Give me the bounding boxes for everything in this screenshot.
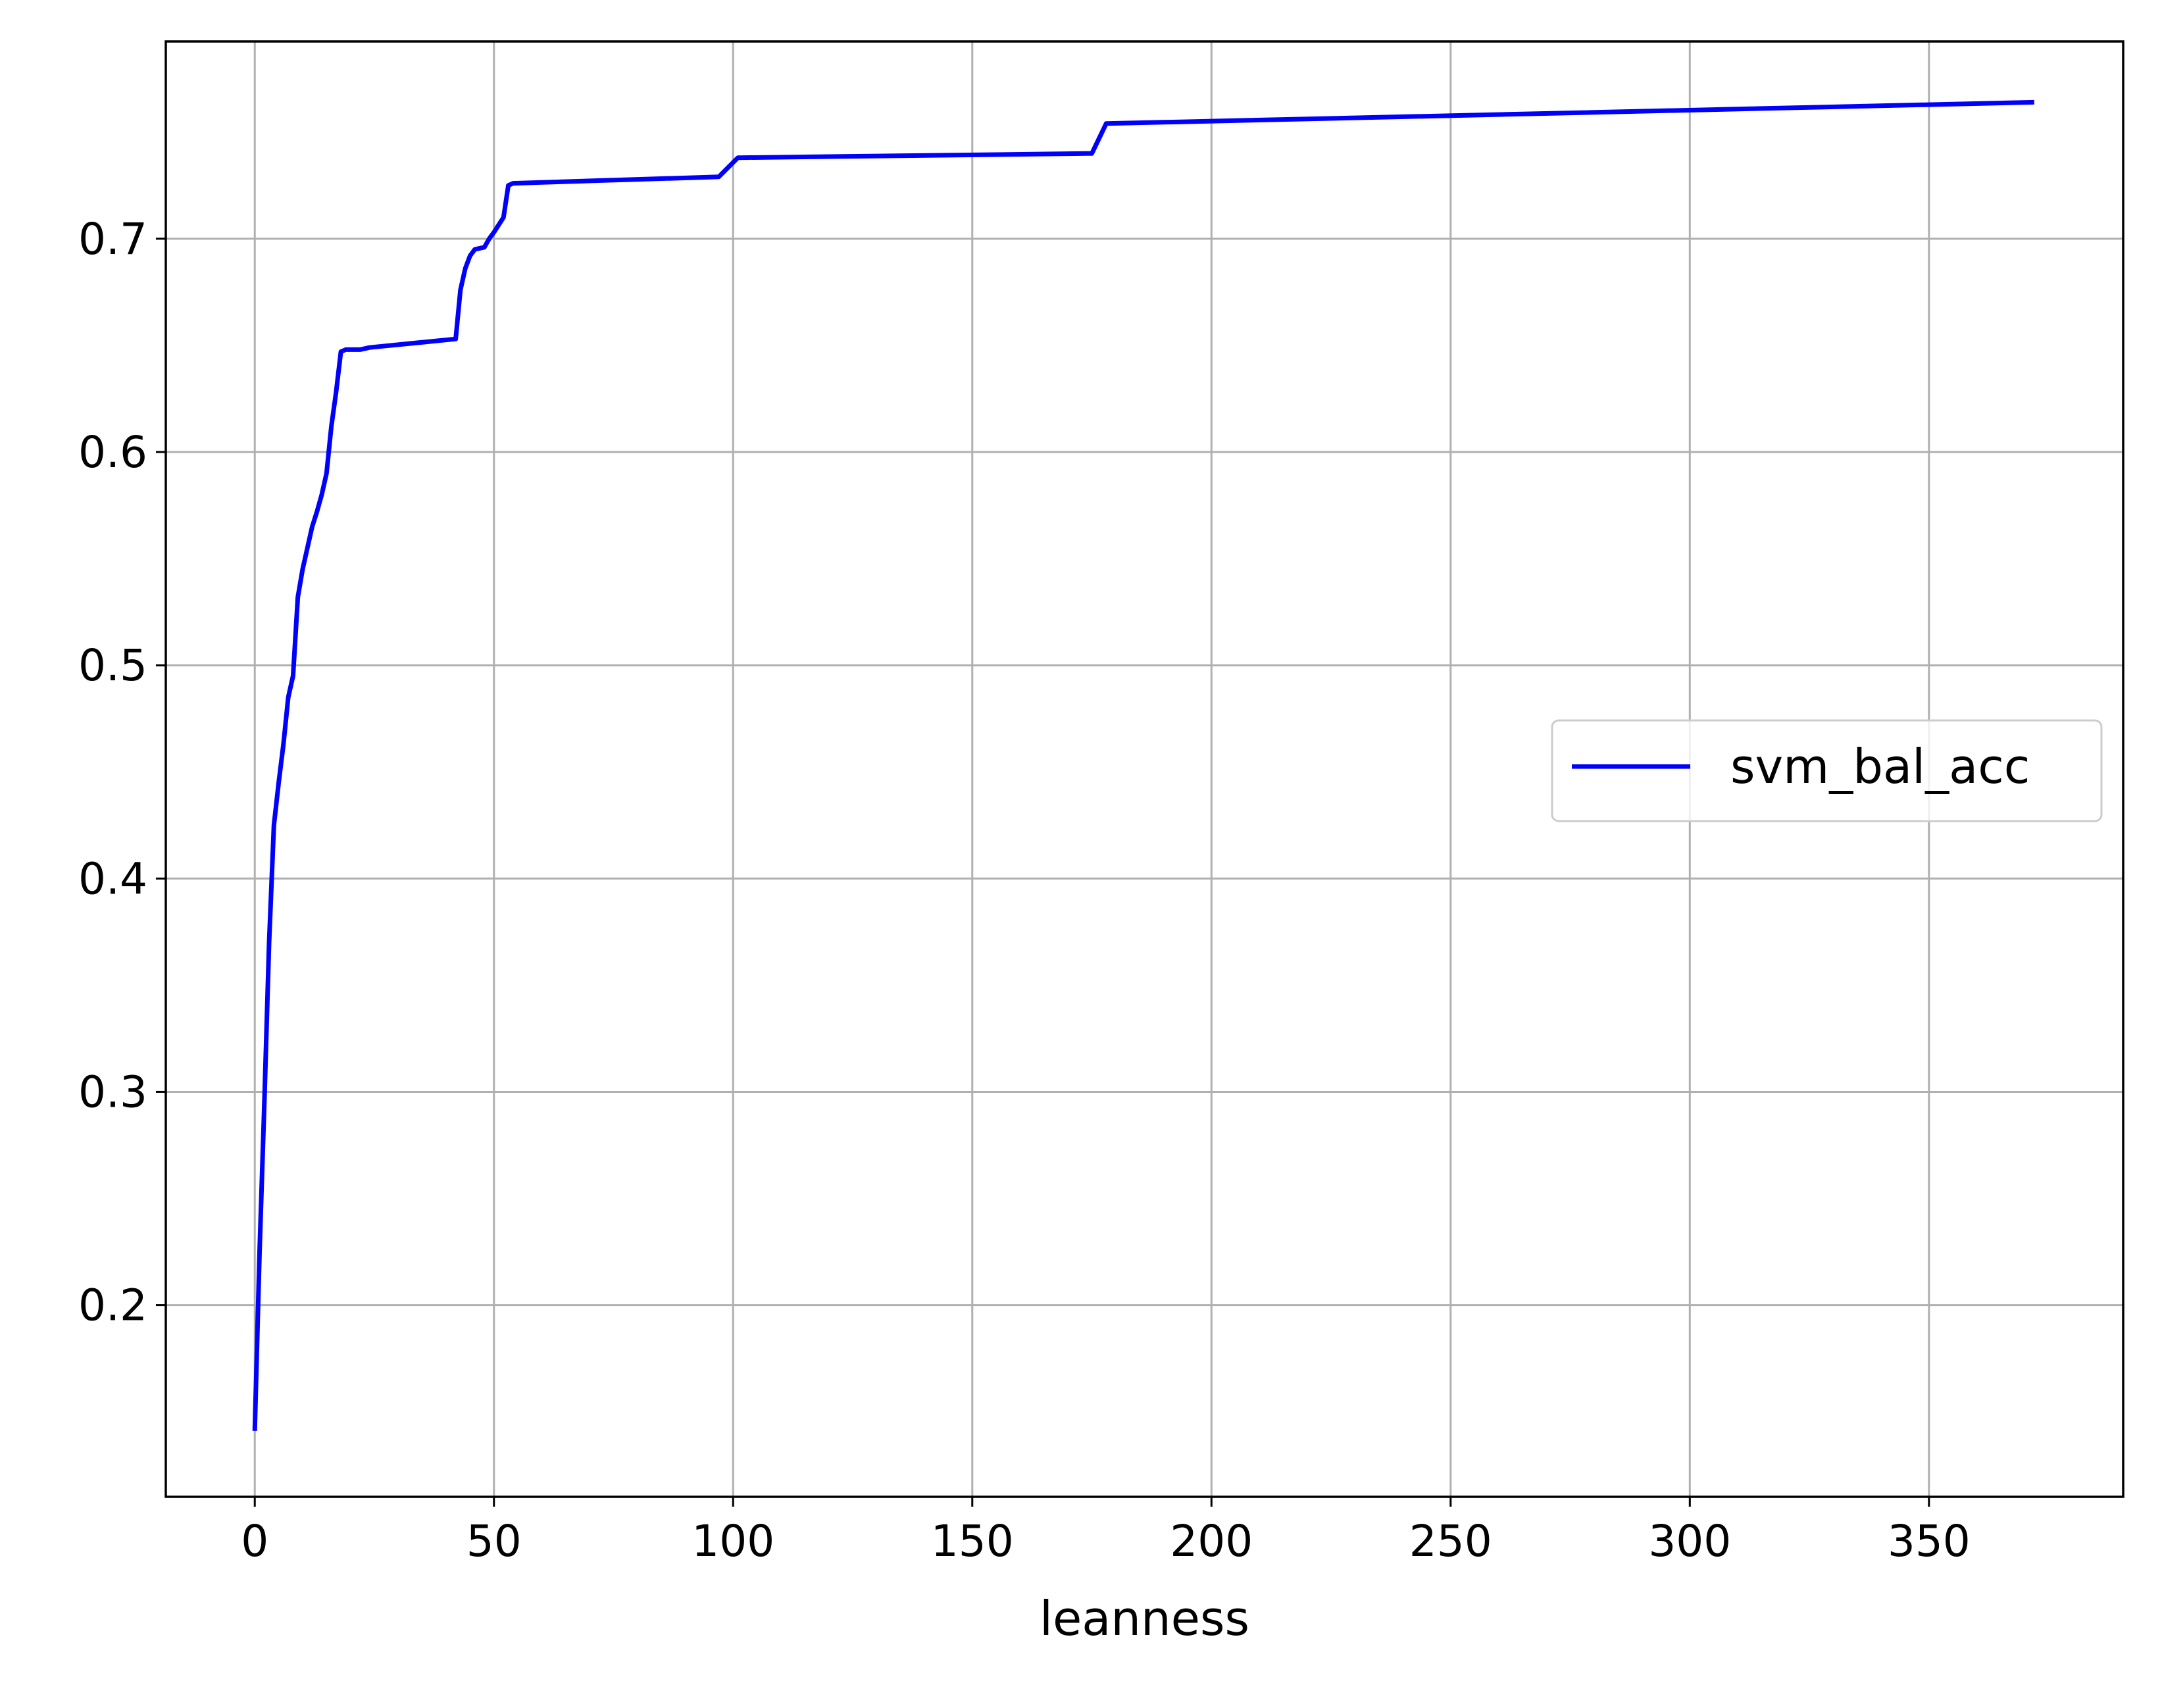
x-tick-label: 0 [241,1516,268,1567]
x-tick-label: 50 [466,1516,522,1567]
y-axis: 0.2 0.3 0.4 0.5 0.6 0.7 [78,214,166,1331]
series-layer [252,99,2034,1431]
plot-frame [164,40,2124,1498]
legend: svm_bal_acc [1551,719,2103,822]
y-tick-label: 0.2 [78,1280,147,1331]
x-tick-label: 150 [931,1516,1014,1567]
grid [166,41,2123,1497]
y-tick-label: 0.3 [78,1067,147,1117]
y-tick-label: 0.5 [78,640,147,691]
x-tick-label: 250 [1409,1516,1492,1567]
y-tick-label: 0.6 [78,427,147,478]
x-axis: 0 50 100 150 200 250 300 350 [241,1497,1971,1567]
x-tick-label: 300 [1648,1516,1731,1567]
y-tick-label: 0.4 [78,853,147,904]
x-tick-label: 350 [1888,1516,1971,1567]
x-tick-label: 100 [691,1516,774,1567]
x-axis-label: leanness [1040,1591,1249,1646]
series-line-svm-bal-acc [252,99,2034,1431]
legend-label: svm_bal_acc [1730,739,2030,794]
legend-box [1551,719,2103,822]
y-tick-label: 0.7 [78,214,147,264]
x-tick-label: 200 [1170,1516,1253,1567]
